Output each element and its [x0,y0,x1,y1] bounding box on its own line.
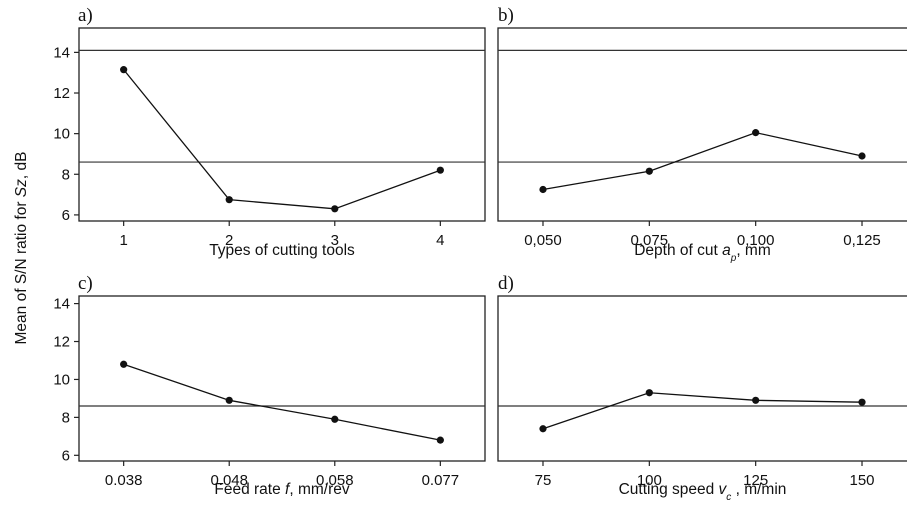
data-point [331,205,339,213]
series-line [123,69,441,210]
panel-label: d) [498,273,514,294]
x-axis-label-part: v [719,481,728,498]
x-tick-label: 2 [225,232,233,249]
x-tick-label: 0,125 [843,232,881,249]
data-point [645,167,653,175]
plot-frame [497,27,907,222]
data-point [858,152,866,160]
data-point [436,436,444,444]
x-axis-label-part: Feed rate [214,481,285,498]
plot-frame [78,27,486,222]
x-axis-label-part: Types of cutting tools [209,242,355,259]
x-tick-label: 125 [743,472,768,489]
x-tick-label: 3 [331,232,339,249]
data-point [225,396,233,404]
data-point [539,185,547,194]
data-point [752,396,760,404]
x-tick-label: 0,075 [631,232,669,249]
x-axis-label-part: Cutting speed [619,481,719,498]
x-axis-label: Depth of cut ap, mm [634,242,771,264]
y-tick-label: 10 [53,371,70,388]
x-axis-label-part: Depth of cut [634,242,722,259]
y-axis-label: Mean of S/N ratio for Sz, dB [13,152,30,345]
panel-label: b) [498,5,514,26]
x-tick-label: 0.077 [422,472,460,489]
series-line [123,363,441,441]
x-axis-label-part: f [285,481,291,498]
x-axis-label-part: p [730,253,737,264]
series-line [542,392,863,430]
x-axis-label: Feed rate f, mm/rev [214,481,349,498]
x-tick-label: 0.058 [316,472,354,489]
y-tick-label: 8 [62,166,70,183]
panel-d: d) 75 100 125 150 Cutting speed vc , m/min [497,273,907,503]
y-tick-label: 6 [62,447,70,464]
x-tick-label: 4 [436,232,444,249]
y-axis-label-italic: Sz [13,179,30,197]
x-tick-label: 0,100 [737,232,775,249]
data-point [331,415,339,423]
x-axis-label-part: , m/min [731,481,786,498]
y-axis-label-suffix: , dB [13,152,30,180]
x-tick-label: 75 [535,472,552,489]
panel-label: c) [78,273,93,294]
data-point [645,389,653,397]
x-tick-label: 0,050 [524,232,562,249]
x-tick-label: 0.038 [105,472,143,489]
data-point [225,196,233,204]
panel-b: b) 0,050 0,075 0,100 0,125 Depth of cut ap, m… [497,5,907,264]
data-point [539,425,547,433]
y-tick-label: 14 [53,44,70,61]
data-point [120,360,128,368]
x-tick-label: 1 [119,232,127,249]
x-tick-label: 150 [849,472,874,489]
x-axis-label-part: c [726,492,731,503]
data-point [120,66,128,74]
x-axis-label: Cutting speed vc , m/min [619,481,787,503]
y-tick-label: 14 [53,296,70,313]
y-tick-label: 8 [62,409,70,426]
x-axis-label-part: , mm [736,242,770,259]
plot-frame [78,295,486,462]
x-axis-label-part: , mm/rev [289,481,350,498]
y-tick-label: 10 [53,126,70,143]
data-point [752,129,760,137]
x-tick-label: 0.048 [210,472,248,489]
y-axis-label-prefix: Mean of S/N ratio for [13,197,30,344]
y-tick-label: 12 [53,334,70,351]
x-tick-label: 100 [637,472,662,489]
y-tick-label: 12 [53,85,70,102]
plot-frame [497,295,907,462]
data-point [858,398,866,406]
panel-c: c) 6 8 10 12 14 0.038 0.048 0.058 0.077 Feed rate … [53,273,486,498]
panel-label: a) [78,5,93,26]
x-axis-label-part: a [722,242,731,259]
y-tick-label: 6 [62,207,70,224]
data-point [436,166,444,174]
series-line [542,131,863,191]
x-axis-label: Types of cutting tools [209,242,355,259]
